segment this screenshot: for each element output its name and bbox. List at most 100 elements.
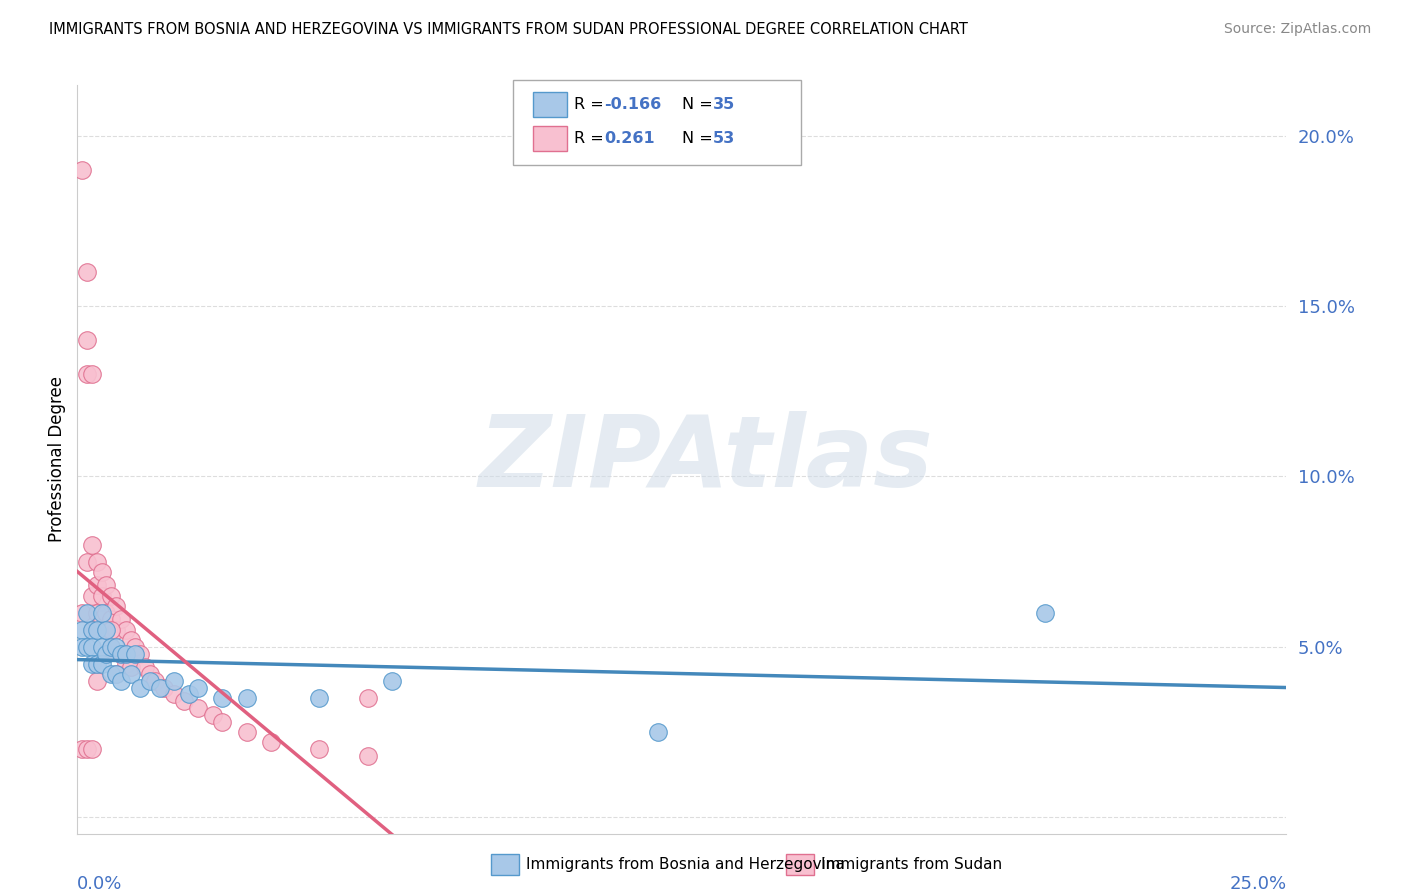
Point xyxy=(100,640,122,654)
Point xyxy=(105,667,128,681)
Point xyxy=(381,673,404,688)
Point xyxy=(100,589,122,603)
Point xyxy=(96,606,118,620)
Point xyxy=(96,578,118,592)
Point xyxy=(90,565,112,579)
Point xyxy=(70,162,93,177)
Point xyxy=(114,623,136,637)
Point xyxy=(86,555,108,569)
Point xyxy=(80,623,103,637)
Point xyxy=(90,589,112,603)
Point xyxy=(110,612,132,626)
Point xyxy=(76,640,98,654)
Point xyxy=(80,589,103,603)
Point xyxy=(100,667,122,681)
Text: 0.0%: 0.0% xyxy=(77,875,122,892)
Point xyxy=(86,657,108,671)
Point xyxy=(86,673,108,688)
Point xyxy=(148,681,170,695)
Point xyxy=(260,735,283,749)
Point xyxy=(308,690,330,705)
Point xyxy=(90,612,112,626)
Point xyxy=(76,265,98,279)
Point xyxy=(90,657,112,671)
Point xyxy=(70,640,93,654)
Point xyxy=(114,657,136,671)
Point xyxy=(100,640,122,654)
Point xyxy=(110,647,132,661)
Text: R =: R = xyxy=(574,131,603,145)
Point xyxy=(105,623,128,637)
Text: Source: ZipAtlas.com: Source: ZipAtlas.com xyxy=(1223,22,1371,37)
Point xyxy=(76,742,98,756)
Text: N =: N = xyxy=(682,97,713,112)
Text: ZIPAtlas: ZIPAtlas xyxy=(478,411,934,508)
Point xyxy=(308,742,330,756)
Text: Immigrants from Sudan: Immigrants from Sudan xyxy=(821,857,1002,871)
Point xyxy=(139,667,162,681)
Point xyxy=(80,640,103,654)
Point xyxy=(173,694,195,708)
Point xyxy=(129,647,152,661)
Point xyxy=(76,555,98,569)
Point xyxy=(143,673,166,688)
Point xyxy=(70,606,93,620)
Point xyxy=(114,647,136,661)
Point xyxy=(153,681,176,695)
Point xyxy=(134,660,156,674)
Point xyxy=(139,673,162,688)
Point xyxy=(120,632,142,647)
Point xyxy=(120,660,142,674)
Text: 0.261: 0.261 xyxy=(605,131,655,145)
Point xyxy=(201,707,224,722)
Point xyxy=(100,612,122,626)
Text: 35: 35 xyxy=(713,97,735,112)
Point xyxy=(80,742,103,756)
Point xyxy=(163,673,186,688)
Point xyxy=(211,714,233,729)
Text: N =: N = xyxy=(682,131,713,145)
Point xyxy=(76,333,98,347)
Point xyxy=(96,623,118,637)
Text: Immigrants from Bosnia and Herzegovina: Immigrants from Bosnia and Herzegovina xyxy=(526,857,845,871)
Point xyxy=(96,647,118,661)
Point xyxy=(120,667,142,681)
Point xyxy=(80,657,103,671)
Point xyxy=(110,647,132,661)
Point xyxy=(80,623,103,637)
Point xyxy=(105,667,128,681)
Point xyxy=(70,742,93,756)
Point xyxy=(187,701,209,715)
Point xyxy=(86,623,108,637)
Text: -0.166: -0.166 xyxy=(605,97,662,112)
Y-axis label: Professional Degree: Professional Degree xyxy=(48,376,66,542)
Point xyxy=(90,640,112,654)
Point xyxy=(80,537,103,551)
Point xyxy=(124,640,146,654)
Text: R =: R = xyxy=(574,97,603,112)
Text: 53: 53 xyxy=(713,131,735,145)
Point xyxy=(86,606,108,620)
Point xyxy=(211,690,233,705)
Point xyxy=(76,606,98,620)
Point xyxy=(105,599,128,613)
Point xyxy=(187,681,209,695)
Text: IMMIGRANTS FROM BOSNIA AND HERZEGOVINA VS IMMIGRANTS FROM SUDAN PROFESSIONAL DEG: IMMIGRANTS FROM BOSNIA AND HERZEGOVINA V… xyxy=(49,22,969,37)
Point xyxy=(235,690,257,705)
Point xyxy=(235,724,257,739)
Point xyxy=(110,673,132,688)
Point xyxy=(1033,606,1056,620)
Point xyxy=(105,640,128,654)
Point xyxy=(80,368,103,382)
Point xyxy=(100,623,122,637)
Point xyxy=(647,724,669,739)
Point xyxy=(129,681,152,695)
Point xyxy=(356,748,378,763)
Text: 25.0%: 25.0% xyxy=(1229,875,1286,892)
Point xyxy=(124,647,146,661)
Point xyxy=(96,647,118,661)
Point xyxy=(177,687,200,701)
Point xyxy=(356,690,378,705)
Point xyxy=(76,368,98,382)
Point xyxy=(70,623,93,637)
